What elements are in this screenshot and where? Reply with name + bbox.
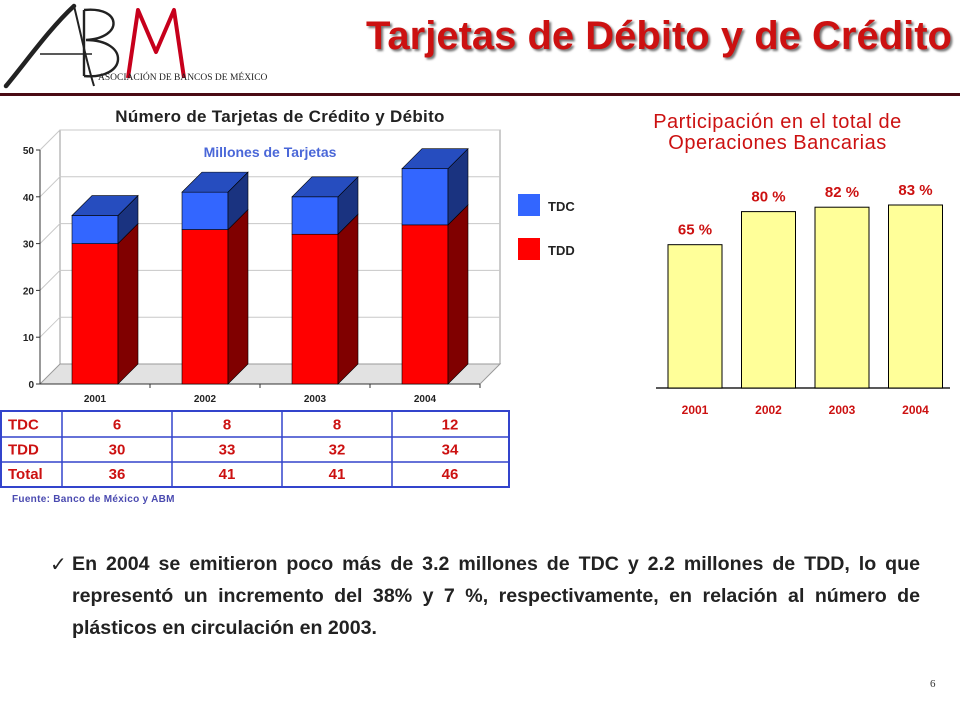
bullet-point: ✓ En 2004 se emitieron poco más de 3.2 m… — [50, 548, 920, 644]
participation-label-2001: 65 % — [678, 222, 712, 239]
bar-tdc-2002 — [181, 191, 229, 230]
table-cell: 34 — [442, 442, 459, 459]
legend-label-tdc: TDC — [548, 199, 575, 214]
chart1-ytick-label: 0 — [28, 380, 34, 391]
chart1-gridline — [39, 129, 500, 151]
participation-bar-chart: 65 % 2001 80 % 2002 82 % 2003 83 % 2004 — [656, 182, 950, 417]
check-icon: ✓ — [50, 554, 67, 576]
stacked-bar-chart: 0 10 20 30 40 50 2001 2002 2003 2004 — [23, 129, 502, 405]
chart1-subtitle: Millones de Tarjetas — [203, 144, 337, 160]
table-cell: 33 — [219, 442, 236, 459]
table-cell: 6 — [113, 417, 121, 434]
chart2-title-line2: Operaciones Bancarias — [668, 132, 887, 154]
legend-label-tdd: TDD — [548, 243, 575, 258]
bar-tdd-2002 — [181, 229, 229, 385]
bar-tdd-2004 — [401, 224, 449, 385]
participation-bar-2002 — [741, 211, 796, 389]
table-cell: 8 — [223, 417, 231, 434]
chart1-title: Número de Tarjetas de Crédito y Débito — [115, 107, 445, 126]
chart1-ytick-label: 20 — [23, 286, 35, 297]
bar-top-2004 — [401, 148, 469, 170]
chart2-title-line1: Participación en el total de — [653, 111, 902, 133]
chart2-xtick-label: 2002 — [755, 403, 782, 417]
abm-logo: ASOCIACIÓN DE BANCOS DE MÉXICO — [3, 3, 268, 89]
bar-tdc-2003 — [291, 196, 339, 235]
chart2-xtick-label: 2003 — [829, 403, 856, 417]
bar-tdd-2003 — [291, 233, 339, 385]
table-row-label: TDC — [8, 417, 39, 434]
chart1-ytick-label: 40 — [23, 193, 35, 204]
chart1-xtick-label: 2004 — [414, 394, 437, 405]
table-row-label: TDD — [8, 442, 39, 459]
data-table: TDC 6 8 8 12 TDD 30 33 32 34 Total 36 41 41 46 — [0, 410, 510, 488]
bar-tdd-2001 — [71, 243, 119, 385]
chart1-xtick-label: 2003 — [304, 394, 327, 405]
slide-title: Tarjetas de Débito y de Crédito — [365, 14, 952, 58]
participation-label-2002: 80 % — [751, 189, 785, 206]
participation-bar-2004 — [888, 204, 943, 389]
bar-top-2001 — [71, 195, 139, 216]
chart1-legend: TDC TDD — [518, 194, 575, 260]
table-cell: 36 — [109, 466, 126, 483]
table-cell: 41 — [219, 466, 236, 483]
abm-logo-caption: ASOCIACIÓN DE BANCOS DE MÉXICO — [98, 71, 268, 83]
bar-side-tdd-2001 — [117, 222, 139, 385]
participation-bar-2001 — [667, 244, 723, 389]
chart2-title: Participación en el total de Operaciones… — [590, 112, 960, 154]
title-divider — [0, 93, 960, 96]
chart1-ytick-label: 30 — [23, 240, 35, 251]
table-cell: 46 — [442, 466, 459, 483]
chart1-ytick-label: 10 — [23, 333, 35, 344]
source-note: Fuente: Banco de México y ABM — [12, 494, 175, 505]
chart1-ytick-label: 50 — [23, 146, 35, 157]
bullet-text: En 2004 se emitieron poco más de 3.2 mil… — [72, 553, 920, 639]
chart2-xtick-label: 2001 — [682, 403, 709, 417]
participation-bar-2003 — [814, 206, 870, 389]
table-row-label: Total — [8, 466, 43, 483]
table-cell: 41 — [329, 466, 346, 483]
table-border — [0, 410, 510, 488]
participation-label-2003: 82 % — [825, 184, 859, 201]
table-cell: 32 — [329, 442, 346, 459]
participation-label-2004: 83 % — [898, 182, 932, 199]
bar-top-2003 — [291, 176, 359, 198]
chart2-xtick-label: 2004 — [902, 403, 929, 417]
chart1-xtick-label: 2002 — [194, 394, 217, 405]
bar-tdc-2001 — [71, 215, 119, 244]
bar-side-tdd-2003 — [337, 213, 359, 385]
legend-swatch-tdd — [518, 238, 540, 260]
chart1-xtick-label: 2001 — [84, 394, 107, 405]
bar-side-tdd-2004 — [447, 204, 469, 385]
table-cell: 12 — [442, 417, 459, 434]
bar-tdc-2004 — [401, 168, 449, 226]
page-number: 6 — [930, 678, 936, 690]
bar-side-tdd-2002 — [227, 208, 249, 385]
legend-swatch-tdc — [518, 194, 540, 216]
bar-top-2002 — [181, 171, 249, 193]
table-cell: 30 — [109, 442, 126, 459]
table-cell: 8 — [333, 417, 341, 434]
